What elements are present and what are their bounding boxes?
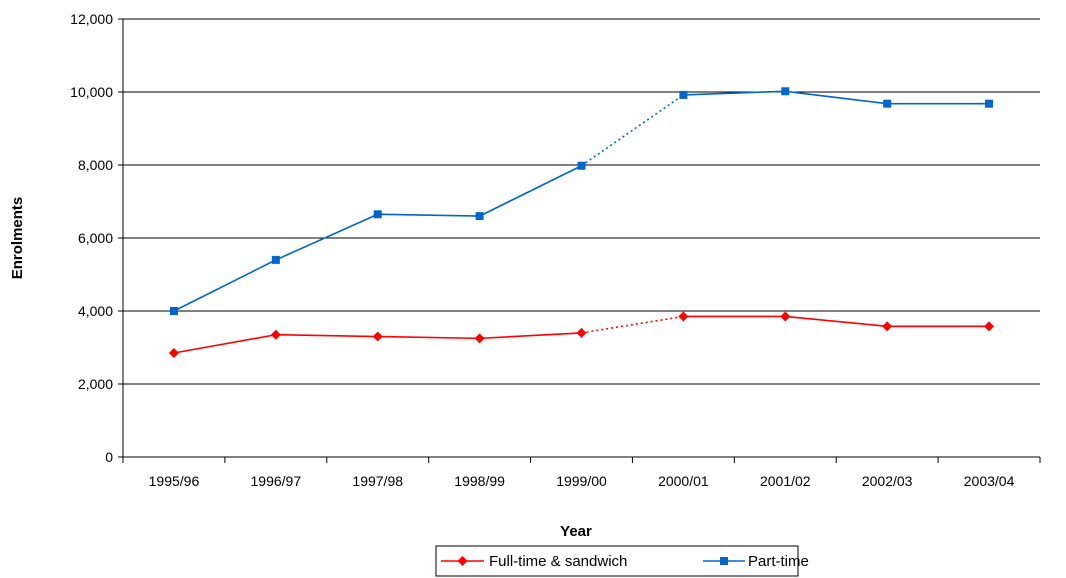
parttime-point [169,307,178,315]
fulltime-point [678,311,689,322]
series-1-segment [173,259,277,312]
fulltime-point [270,329,281,340]
parttime-point [271,255,280,264]
series-1-segment [377,213,480,217]
x-tick-label: 1999/00 [556,473,607,489]
gridlines [123,18,1040,385]
series-1-segment [275,213,379,261]
fulltime-point [576,327,587,338]
y-axis-title: Enrolments [9,197,26,280]
x-tick-labels: 1995/96 1996/97 1997/98 1998/99 1999/00 2000/… [149,473,1015,489]
y-tick-label: 10,000 [70,84,113,100]
y-tick-label: 12,000 [70,11,113,27]
series-1-segment [479,165,582,217]
y-tick-label: 2,000 [78,376,113,392]
series-0-segment [275,333,378,338]
y-tick-labels: 0 2,000 4,000 6,000 8,000 10,000 12,000 [70,11,113,465]
x-tick-label: 1997/98 [352,473,403,489]
fulltime-point [780,311,791,322]
y-tick-label: 8,000 [78,157,113,173]
x-tick-label: 1998/99 [454,473,505,489]
series-0-segment [581,315,684,334]
parttime-point [883,99,892,108]
series-0-segment [785,315,888,328]
series-markers [168,87,995,358]
parttime-point [373,210,382,219]
parttime-point [577,161,586,170]
series-0-segment [173,333,276,354]
parttime-point [475,212,484,221]
series-1-segment [785,90,888,105]
series-0-segment [377,335,480,340]
parttime-point [781,87,790,96]
series-0-segment [479,332,582,340]
legend-square-marker [720,557,728,565]
x-tick-label: 2001/02 [760,473,811,489]
x-tick-label: 2000/01 [658,473,709,489]
fulltime-point [372,331,383,342]
series-1-segment [683,90,786,96]
x-tick-label: 1996/97 [251,473,302,489]
fulltime-point [168,347,179,358]
y-tick-label: 4,000 [78,303,113,319]
legend: Full-time & sandwich Part-time [435,545,809,577]
x-tick-label: 2003/04 [964,473,1015,489]
legend-diamond-marker [457,556,468,566]
parttime-point [679,90,688,99]
fulltime-point [882,321,893,332]
x-axis-title: Year [560,523,592,540]
fulltime-point [474,333,485,344]
series-1-segment [581,94,684,167]
parttime-point [985,99,994,108]
legend-label-fulltime: Full-time & sandwich [489,553,627,570]
axes [118,18,1041,463]
series-lines [173,90,990,354]
fulltime-point [984,321,995,332]
x-tick-label: 1995/96 [149,473,200,489]
y-tick-label: 0 [105,449,113,465]
x-tick-label: 2002/03 [862,473,913,489]
y-tick-label: 6,000 [78,230,113,246]
legend-label-parttime: Part-time [748,553,809,570]
